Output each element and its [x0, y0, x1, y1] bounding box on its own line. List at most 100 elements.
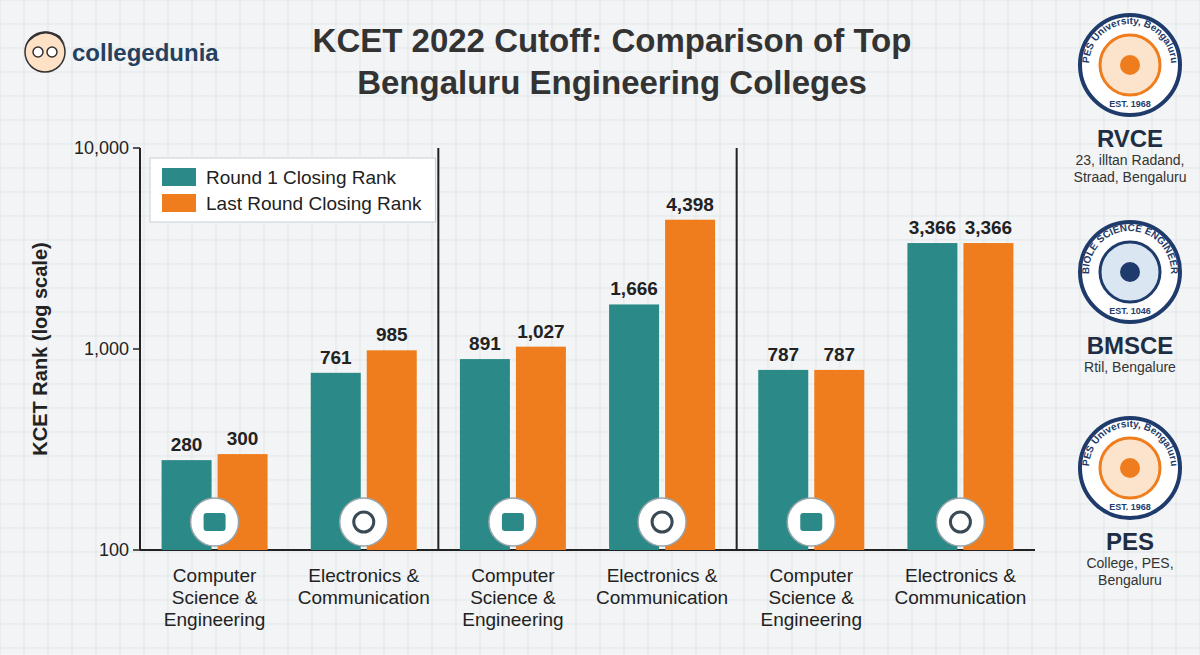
paper-line [960, 0, 961, 655]
paper-line [0, 456, 1200, 457]
panel-divider [736, 148, 738, 550]
paper-line [0, 312, 1200, 313]
legend-swatch [162, 168, 196, 186]
icon-chip [204, 513, 226, 531]
paper-line [96, 0, 97, 655]
paper-line [0, 264, 1200, 265]
logo-text-path: PES University, Bengaluru [1080, 418, 1180, 467]
background [0, 0, 1200, 655]
text-line: Science & [768, 587, 854, 608]
text-line: KCET 2022 Cutoff: Comparison of Top [313, 22, 912, 59]
text-line: Electronics & [905, 565, 1016, 586]
paper-line [0, 552, 1200, 553]
text-line: Communication [596, 587, 728, 608]
text-line: Electronics & [607, 565, 718, 586]
category-icon [638, 498, 686, 546]
paper-line [0, 120, 1200, 121]
text-line: Engineering [462, 609, 563, 630]
category-icon [340, 498, 388, 546]
logo-text: PES University, Bengaluru [1080, 418, 1180, 467]
paper-line [0, 240, 1200, 241]
paper-line [0, 648, 1200, 649]
y-tick [133, 147, 140, 149]
paper-line [1176, 0, 1177, 655]
paper-line [1080, 0, 1081, 655]
text-line: Science & [470, 587, 556, 608]
brand-eye [47, 47, 57, 57]
icon-symbol [652, 512, 672, 532]
data-label: 787 [767, 344, 799, 365]
x-tick-label: Electronics &Communication [596, 565, 728, 608]
data-label: 3,366 [909, 217, 957, 238]
x-tick-label: Electronics &Communication [894, 565, 1026, 608]
paper-line [216, 0, 217, 655]
category-icon [191, 498, 239, 546]
icon-symbol [950, 512, 970, 532]
logo-center [1120, 262, 1140, 282]
text-line: Computer [770, 565, 854, 586]
logo-ring [1080, 15, 1180, 115]
logo-text-path: BIOLE SCIENCE ENGINEER [1080, 222, 1180, 275]
paper-line [0, 0, 1, 655]
logo-est: EST. 1046 [1109, 306, 1151, 316]
text-line: Bengaluru [1098, 572, 1162, 588]
paper-line [144, 0, 145, 655]
data-label: 787 [823, 344, 855, 365]
logo-core [1100, 438, 1160, 498]
icon-chip [502, 513, 524, 531]
x-tick-label: ComputerScience &Engineering [462, 565, 563, 630]
data-label: 761 [320, 347, 352, 368]
text-line: Engineering [164, 609, 265, 630]
text-line: Science & [172, 587, 258, 608]
legend-label: Round 1 Closing Rank [206, 167, 397, 188]
text-line: Straad, Bengaluru [1074, 169, 1187, 185]
text-line: Computer [173, 565, 257, 586]
legend-box [150, 158, 435, 222]
paper-line [192, 0, 193, 655]
paper-line [0, 0, 1200, 1]
logo-text: BIOLE SCIENCE ENGINEER [1080, 222, 1180, 275]
paper-line [0, 408, 1200, 409]
y-tick [133, 549, 140, 551]
college-name: BMSCE [1087, 332, 1174, 359]
brand-hair [25, 31, 65, 46]
x-tick-label: ComputerScience &Engineering [761, 565, 862, 630]
y-axis [139, 148, 141, 550]
logo-text: PES University, Bengaluru [1080, 15, 1180, 64]
paper-line [0, 432, 1200, 433]
data-label: 1,666 [610, 278, 658, 299]
paper-line [1056, 0, 1057, 655]
legend: Round 1 Closing RankLast Round Closing R… [150, 158, 435, 222]
paper-line [168, 0, 169, 655]
icon-chip [800, 513, 822, 531]
icon-symbol [354, 512, 374, 532]
data-label: 300 [227, 428, 259, 449]
text-line: College, PES, [1086, 555, 1173, 571]
y-tick-label: 10,000 [74, 138, 129, 158]
text-line: Electronics & [308, 565, 419, 586]
college-address: College, PES,Bengaluru [1086, 555, 1173, 588]
data-label: 985 [376, 324, 408, 345]
y-axis-title: KCET Rank (log scale) [29, 242, 51, 455]
data-labels: 2807618911,6667873,3663009851,0274,39878… [171, 194, 1012, 455]
college-name: RVCE [1097, 125, 1163, 152]
logo-center [1120, 458, 1140, 478]
category-icon [489, 498, 537, 546]
bars [162, 220, 1014, 550]
data-label: 280 [171, 434, 203, 455]
paper-line [72, 0, 73, 655]
chart-root: collegeduniaKCET 2022 Cutoff: Comparison… [0, 0, 1200, 655]
paper-line [336, 0, 337, 655]
y-tick-label: 1,000 [84, 339, 129, 359]
text-line: 23, illtan Radand, [1076, 152, 1185, 168]
paper-line [0, 336, 1200, 337]
chart-title: KCET 2022 Cutoff: Comparison of TopBenga… [313, 22, 912, 101]
text-line: Engineering [761, 609, 862, 630]
legend-swatch [162, 194, 196, 212]
x-axis [140, 549, 1035, 551]
y-tick-label: 100 [99, 540, 129, 560]
brand-face [25, 32, 65, 72]
logo-est: EST. 1968 [1109, 502, 1151, 512]
text-line: Rtil, Bengalure [1084, 359, 1176, 375]
paper-line [0, 144, 1200, 145]
